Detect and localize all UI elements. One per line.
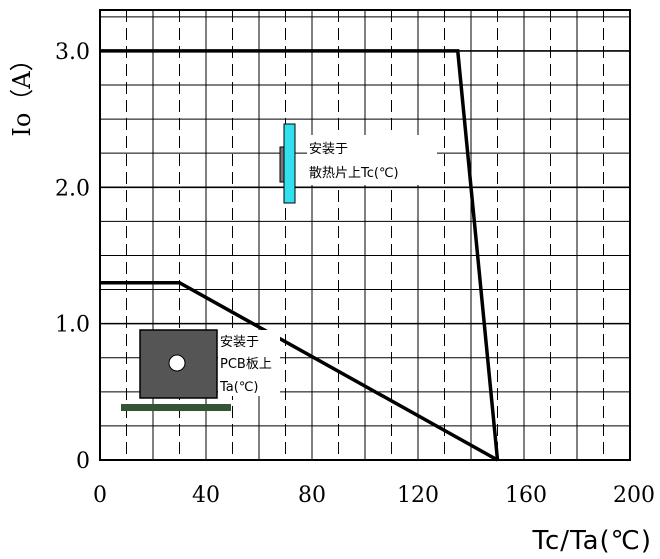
series-group: [100, 49, 500, 462]
heatsink-fin: [283, 123, 296, 204]
pcb-note-line2: PCB板上: [220, 357, 272, 372]
heatsink-device: [279, 146, 285, 183]
x-tick-label: 80: [298, 483, 326, 508]
y-tick-labels: 0 1.0 2.0 3.0: [55, 40, 90, 474]
y-tick-label: 1.0: [55, 313, 90, 338]
y-tick-label: 3.0: [55, 40, 90, 65]
series-line-1: [100, 49, 500, 461]
pcb-board: [121, 404, 231, 411]
x-tick-label: 160: [505, 483, 547, 508]
series-line-2: [100, 280, 499, 462]
y-tick-label: 2.0: [55, 176, 90, 201]
plot-frame: [99, 9, 631, 461]
x-tick-label: 40: [192, 483, 220, 508]
x-tick-labels: 0 40 80 120 160 200: [93, 483, 655, 508]
heatsink-note-line2: 散热片上Tc(℃): [309, 166, 399, 181]
x-tick-label: 0: [93, 483, 107, 508]
pcb-note-line1: 安装于: [220, 335, 259, 350]
heatsink-note-line1: 安装于: [309, 142, 348, 157]
pcb-note-line3: Ta(℃): [219, 380, 259, 395]
y-axis-title: Io（A）: [8, 47, 36, 136]
x-axis-title: Tc/Ta(℃): [531, 526, 652, 556]
pcb-device-hole: [168, 354, 186, 372]
y-tick-label: 0: [76, 449, 90, 474]
x-tick-label: 200: [613, 483, 655, 508]
x-tick-label: 120: [397, 483, 439, 508]
pcb-note-bg: [218, 330, 280, 396]
heatsink-illustration: [279, 123, 296, 204]
heatsink-note-bg: [307, 135, 437, 185]
pcb-illustration: [121, 329, 231, 411]
